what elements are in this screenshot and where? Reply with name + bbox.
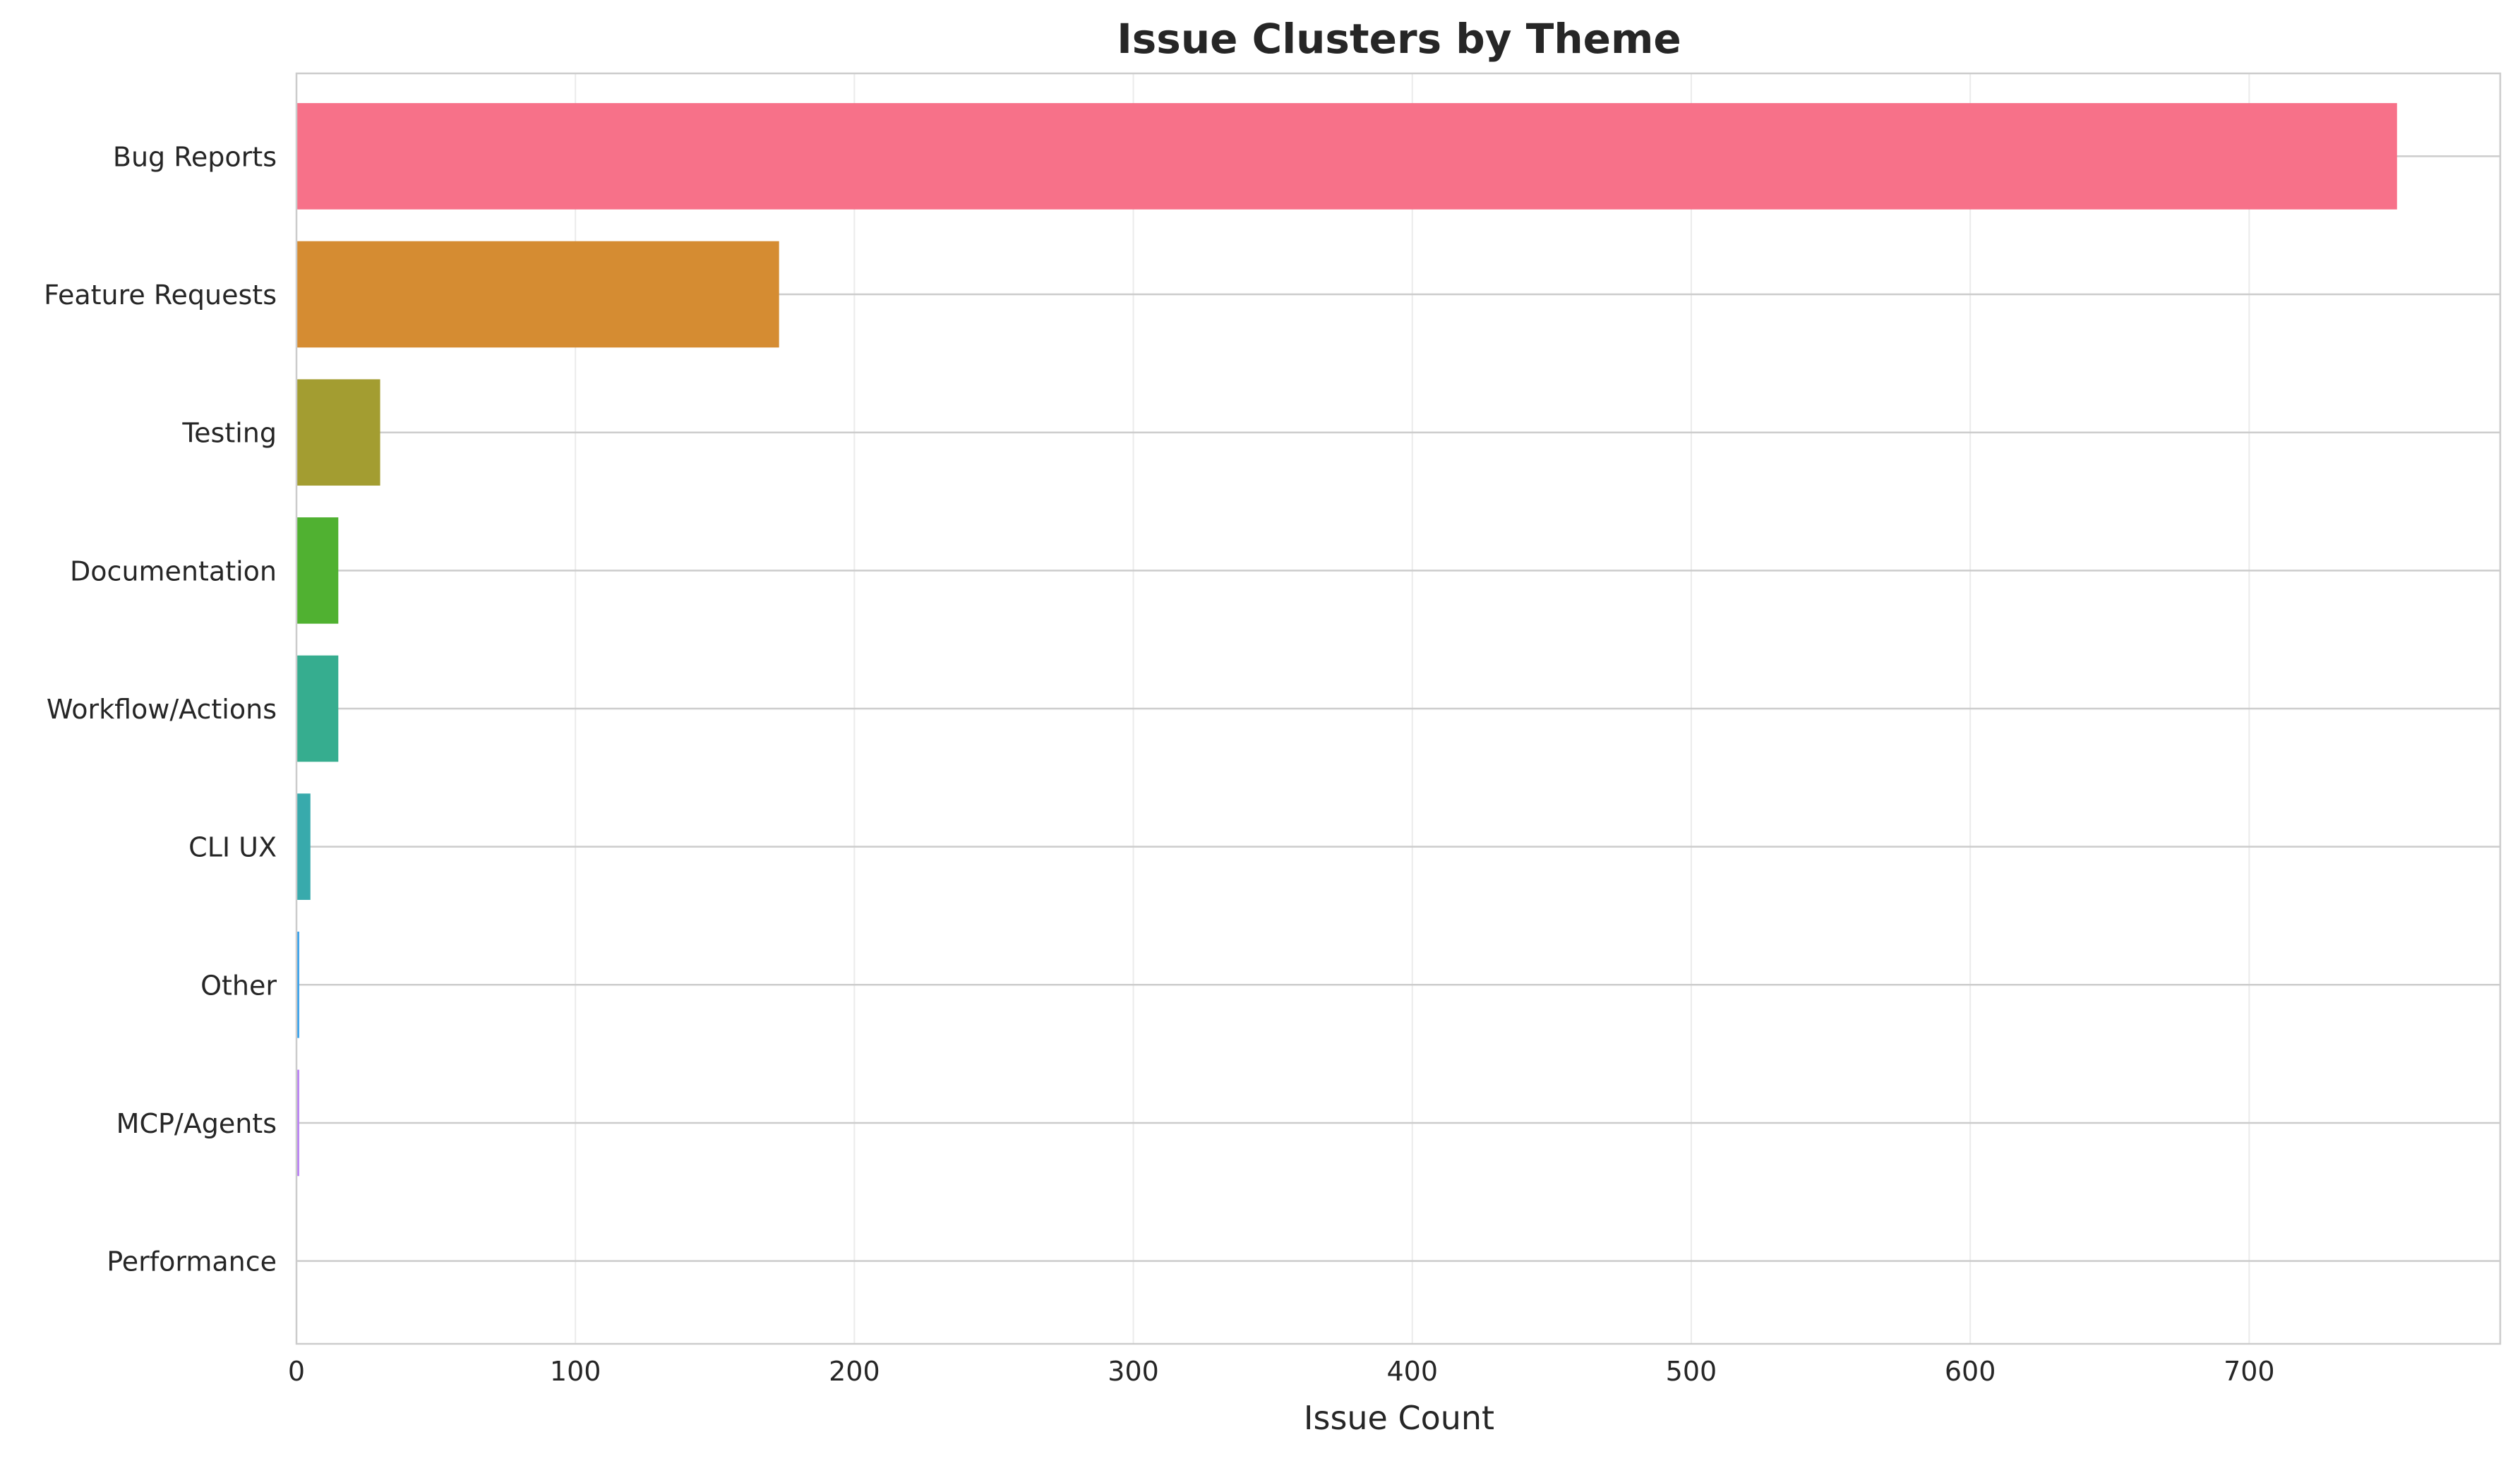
x-axis-label: Issue Count [1304, 1399, 1494, 1437]
bar-testing [296, 379, 380, 486]
bar-documentation [296, 517, 339, 624]
x-tick-labels: 0 100 200 300 400 500 600 700 [288, 1356, 2275, 1387]
x-tick-label: 600 [1945, 1356, 1996, 1387]
y-tick-label: Bug Reports [113, 141, 277, 172]
y-tick-label: CLI UX [188, 832, 277, 863]
bar-other [296, 931, 299, 1038]
bar-cli-ux [296, 793, 311, 900]
y-tick-label: Other [200, 970, 277, 1001]
y-tick-label: Testing [181, 418, 277, 449]
y-gridlines [296, 155, 2500, 1262]
x-tick-label: 500 [1666, 1356, 1717, 1387]
x-tick-label: 100 [550, 1356, 601, 1387]
y-tick-label: MCP/Agents [116, 1108, 277, 1139]
plot-frame [295, 72, 2502, 1345]
y-tick-label: Documentation [70, 555, 277, 587]
bar-mcp-agents [296, 1069, 299, 1177]
bar-feature-requests [296, 241, 779, 348]
chart-title: Issue Clusters by Theme [1117, 15, 1681, 63]
y-tick-labels: Bug Reports Feature Requests Testing Docume… [44, 141, 277, 1277]
bar-workflow-actions [296, 655, 339, 762]
y-tick-label: Performance [107, 1246, 277, 1277]
y-tick-label: Workflow/Actions [47, 694, 277, 725]
x-tick-label: 700 [2224, 1356, 2275, 1387]
x-tick-label: 400 [1386, 1356, 1438, 1387]
y-tick-label: Feature Requests [44, 279, 277, 311]
bars [296, 103, 2397, 1177]
bar-bug-reports [296, 103, 2397, 210]
x-tick-label: 300 [1108, 1356, 1159, 1387]
x-tick-label: 0 [288, 1356, 305, 1387]
x-tick-label: 200 [829, 1356, 880, 1387]
